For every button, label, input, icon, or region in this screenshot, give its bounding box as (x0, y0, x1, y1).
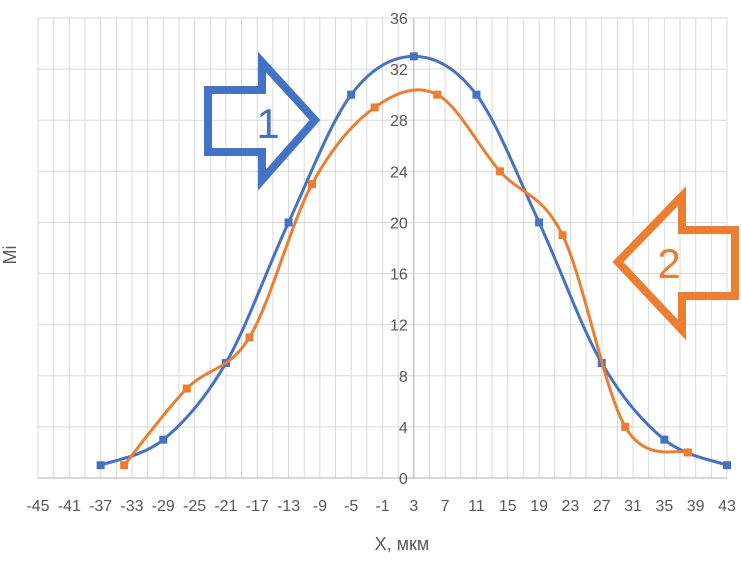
y-tick-label: 0 (399, 471, 408, 488)
x-tick-label: -29 (152, 498, 175, 515)
data-point (370, 103, 379, 112)
x-tick-label: 11 (468, 498, 485, 515)
data-point (535, 218, 544, 227)
grid (37, 17, 728, 478)
x-tick-label: 15 (499, 498, 517, 515)
x-tick-label: -1 (375, 498, 389, 515)
y-tick-label: 24 (390, 164, 408, 181)
x-tick-label: -33 (120, 498, 143, 515)
data-point (182, 384, 191, 393)
arrow-shape-icon (204, 51, 321, 191)
data-point (284, 218, 293, 227)
x-tick-label: -45 (26, 498, 49, 515)
annotation-arrow-1: 1 (204, 51, 321, 191)
y-tick-label: 4 (399, 420, 408, 437)
data-point (433, 90, 442, 99)
series-line (122, 88, 689, 467)
x-tick-label: -13 (277, 498, 300, 515)
x-tick-label: 31 (624, 498, 642, 515)
arrow-label: 1 (256, 100, 279, 147)
annotations: 12 (204, 51, 739, 341)
data-point (347, 90, 356, 99)
x-tick-label: 23 (562, 498, 580, 515)
annotation-arrow-2: 2 (612, 186, 739, 341)
x-tick-label: 3 (409, 498, 418, 515)
y-tick-label: 36 (390, 11, 408, 28)
x-tick-label: 27 (593, 498, 611, 515)
data-point (660, 435, 669, 444)
data-point (621, 422, 630, 431)
x-tick-label: -41 (58, 498, 81, 515)
data-point (245, 333, 254, 342)
x-tick-label: 7 (441, 498, 450, 515)
data-point (723, 461, 731, 470)
y-tick-label: 28 (390, 113, 408, 130)
x-tick-label: 19 (530, 498, 548, 515)
series-layer (96, 52, 731, 470)
series-2 (120, 88, 692, 470)
data-point (308, 180, 317, 189)
arrow-label: 2 (657, 240, 680, 287)
data-point (495, 167, 504, 176)
x-tick-label: -5 (344, 498, 358, 515)
data-point (683, 448, 692, 457)
data-point (472, 90, 481, 99)
data-point (159, 435, 168, 444)
x-tick-label: -25 (183, 498, 206, 515)
x-tick-label: -9 (313, 498, 327, 515)
x-axis-label: X, мкм (375, 534, 430, 554)
data-point (96, 461, 105, 470)
axes (38, 18, 727, 479)
arrow-shape-icon (612, 186, 739, 341)
x-tick-label: -17 (246, 498, 269, 515)
y-tick-label: 16 (390, 267, 408, 284)
x-tick-label: -37 (89, 498, 112, 515)
y-tick-label: 32 (390, 62, 408, 79)
data-point (409, 52, 418, 61)
x-tick-label: 43 (718, 498, 736, 515)
x-tick-label: 35 (655, 498, 673, 515)
y-tick-label: 20 (390, 215, 408, 232)
x-tick-label: -21 (214, 498, 237, 515)
y-tick-label: 12 (390, 318, 408, 335)
y-axis-label: Mi (0, 246, 20, 265)
data-point (558, 231, 567, 240)
y-tick-label: 8 (399, 369, 408, 386)
data-point (120, 461, 129, 470)
x-tick-label: 39 (687, 498, 705, 515)
